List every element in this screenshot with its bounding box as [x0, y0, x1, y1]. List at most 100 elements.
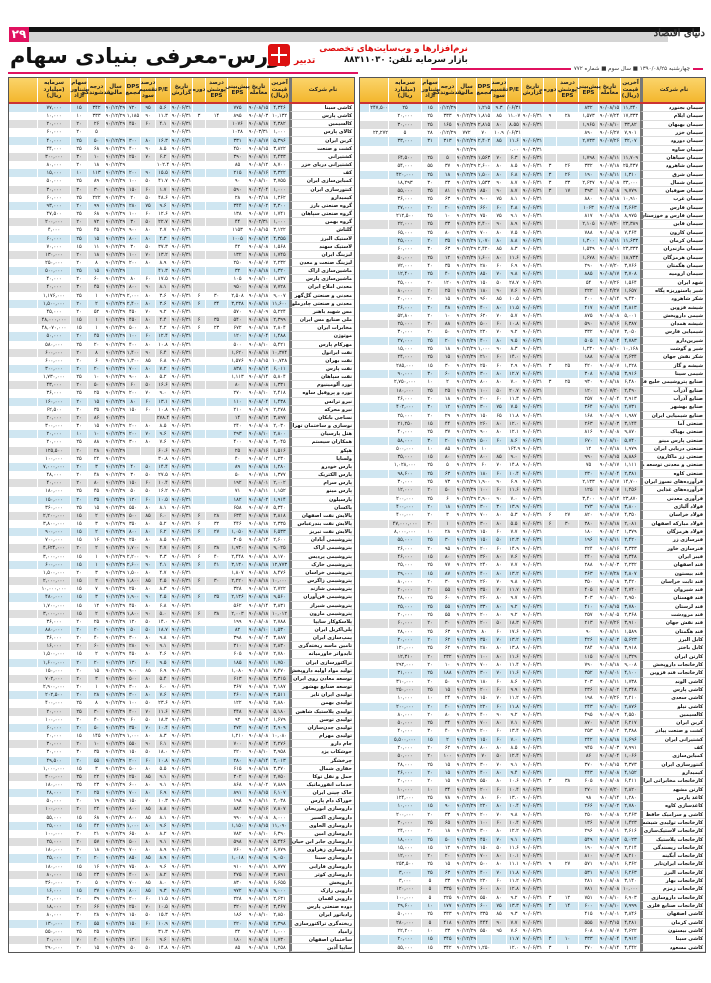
cell-capital: ۲۵,۰۰۰	[37, 838, 70, 847]
cell-report-date: ۹۰/۰۶/۳۱	[521, 419, 543, 429]
cell-report-date: ۹۰/۰۶/۳۱	[170, 887, 192, 896]
cell-dps: ۱,۲۵۰	[476, 943, 491, 952]
cell-period: ۶	[192, 316, 205, 325]
cell-company-name: پارس مینو	[289, 487, 354, 496]
cell-company-name: شیشه همدان	[640, 320, 705, 329]
cell-pe-ratio: ۱۳.۲	[506, 569, 521, 578]
cell-capital: ۴۶,۰۰۰	[388, 552, 421, 562]
cell-fiscal-year: ۹۰/۱۲/۲۹	[105, 299, 125, 308]
cell-eps-forecast: ۷۸۱	[578, 885, 598, 894]
cell-free-float: ۲۰	[70, 275, 87, 284]
cell-eps-forecast: ۲۵۳	[578, 727, 598, 736]
cell-company-name: کارخانجات ریسندگی	[640, 843, 705, 853]
cell-eps-forecast: ۱۸۲	[227, 495, 247, 504]
cell-dividend-percent: ۹۵	[491, 926, 506, 936]
cell-period	[543, 910, 556, 919]
cell-liquidity-rank: ۶۳	[438, 627, 456, 636]
cell-period	[192, 413, 205, 423]
cell-trade-date: ۹۰/۰۸/۰۷	[598, 361, 620, 370]
cell-trade-date: ۹۰/۰۸/۱۶	[598, 320, 620, 329]
cell-liquidity-rank: ۵۰	[438, 677, 456, 686]
cell-report-date: ۹۰/۰۶/۳۱	[170, 699, 192, 708]
cell-dps: ۱۵۰	[476, 527, 491, 537]
cell-dps: ۵۰۰	[476, 436, 491, 445]
cell-company-name: معدنی و صنعتی چادرملو	[289, 299, 354, 308]
cell-period	[543, 669, 556, 678]
cell-trade-date: ۹۰/۰۸/۱۸	[247, 291, 269, 300]
cell-report-date: ۹۰/۰۶/۳۱	[521, 835, 543, 844]
cell-eps-forecast: ۲۰۳	[578, 677, 598, 686]
cell-dps: ۸۵۰	[476, 187, 491, 196]
cell-eps-coverage: ۱۷	[556, 187, 578, 196]
ad-brand: تدبیر	[294, 56, 316, 66]
cell-company-name: کاشی و سرامیک حافظ	[640, 810, 705, 819]
cell-capital: ۳,۰۰۰	[388, 868, 421, 878]
cell-liquidity-rank: ۱۵	[87, 666, 105, 675]
cell-capital: ۲۰,۰۰۰	[388, 744, 421, 753]
cell-eps-coverage	[556, 677, 578, 686]
cell-eps-coverage	[205, 242, 227, 251]
cell-report-date: ۹۰/۰۶/۳۱	[521, 719, 543, 728]
cell-free-float: ۳۰	[421, 320, 438, 329]
cell-pe-ratio: ۱۴.۰	[155, 617, 170, 626]
cell-dps	[125, 267, 140, 276]
table-row: قند اصفهان ۲,۲۳۲ ۹۰/۰۸/۰۳ ۲۸۸ ۹۰/۰۶/۳۱ ۷.۷ ۸۰ ۲…	[360, 561, 705, 570]
cell-free-float: ۱۰	[421, 444, 438, 454]
cell-liquidity-rank: ۴۸	[87, 471, 105, 480]
cell-eps-coverage	[556, 245, 578, 254]
cell-fiscal-year: ۹۰/۱۲/۲۹	[456, 303, 476, 312]
table-row: تولیدی توسن ۱,۶۷۹ ۹۰/۰۸/۱۴ ۹۲ ۹۰/۰۶/۳۱ ۱۸.۳ ۵۰…	[9, 715, 354, 724]
cell-fiscal-year: ۹۰/۱۲/۲۹	[456, 386, 476, 395]
cell-dps: ۳۰۰	[476, 503, 491, 512]
cell-dps: ۳۰۰	[476, 519, 491, 528]
cell-liquidity-rank: ۱۷۷	[438, 902, 456, 911]
cell-liquidity-rank: ۱۰	[87, 740, 105, 749]
cell-pe-ratio: ۴.۸	[506, 203, 521, 213]
cell-trade-date: ۹۰/۰۸/۰۸	[598, 311, 620, 321]
cell-capital: ۴۲۰,۰۰۰	[388, 170, 421, 179]
cell-eps-forecast: ۹۴۵	[578, 744, 598, 753]
cell-fiscal-year: ۹۰/۱۲/۲۹	[105, 275, 125, 284]
cell-dividend-percent: ۹۰	[491, 710, 506, 720]
table-body: سیمان بجنورد۱۱,۳۴۰۹۰/۰۸/۱۵۸۳۲۹۰/۰۶/۳۱۹.۳…	[360, 104, 705, 952]
column-header-trade-date: تاریخ معامله	[247, 78, 269, 102]
cell-free-float: ۲۰	[70, 789, 87, 798]
cell-period	[192, 152, 205, 162]
cell-eps-coverage	[556, 419, 578, 429]
cell-eps-forecast: ۱۸۰	[578, 527, 598, 537]
cell-trade-date: ۹۰/۰۴/۲۷	[598, 286, 620, 296]
cell-free-float: ۲۵	[421, 669, 438, 678]
cell-dps: ۲۸۰	[476, 644, 491, 653]
cell-company-name: صنعتی زر ماکارون	[640, 453, 705, 462]
cell-dividend-percent: ۹۰	[491, 187, 506, 196]
cell-eps-forecast: ۳۸۰	[578, 519, 598, 528]
cell-dividend-percent: ۸۰	[491, 602, 506, 612]
cell-liquidity-rank: ۷۷	[438, 561, 456, 570]
cell-liquidity-rank: ۱۰	[438, 660, 456, 670]
cell-capital: ۴۸,۰۷۰,۰۰۰	[37, 324, 70, 333]
cell-fiscal-year: ۹۰/۱۲/۲۹	[456, 735, 476, 745]
cell-report-date: ۹۰/۰۶/۳۱	[170, 658, 192, 667]
cell-eps-forecast: ۱۸۶	[227, 911, 247, 920]
cell-liquidity-rank: ۱۹	[87, 797, 105, 806]
cell-free-float: ۲۰	[421, 278, 438, 287]
cell-last-price: ۳,۳۳۳	[620, 544, 640, 553]
cell-company-name: داروسازی سینا	[289, 854, 354, 863]
cell-trade-date: ۹۰/۰۸/۰۸	[247, 642, 269, 651]
cell-period	[192, 756, 205, 765]
cell-trade-date: ۹۰/۰۸/۱۸	[598, 644, 620, 653]
cell-trade-date: ۹۰/۰۸/۰۸	[598, 810, 620, 819]
cell-fiscal-year: ۹۰/۱۲/۲۹	[456, 694, 476, 703]
cell-eps-forecast: ۱۱۵۳	[227, 226, 247, 235]
cell-last-price: ۲,۲۱۰	[620, 694, 640, 703]
cell-period	[192, 568, 205, 578]
cell-report-date: ۹۰/۰۶/۳۱	[170, 226, 192, 235]
cell-dps: ۱,۳۰۰	[125, 356, 140, 365]
cell-report-date: ۹۰/۰۶/۳۱	[521, 793, 543, 803]
cell-eps-coverage	[556, 527, 578, 537]
table-row: فنرسازی خاور ۳,۳۳۳ ۹۰/۰۸/۱۶ ۲۲۴ ۹۰/۰۶/۳۱ ۱۴.۹…	[360, 544, 705, 553]
cell-eps-forecast: ۵۴	[578, 278, 598, 287]
cell-capital: ۴۰,۰۰۰	[388, 428, 421, 437]
cell-pe-ratio: ۱۲.۰	[506, 943, 521, 952]
cell-report-date: ۹۰/۰۶/۳۱	[170, 707, 192, 716]
